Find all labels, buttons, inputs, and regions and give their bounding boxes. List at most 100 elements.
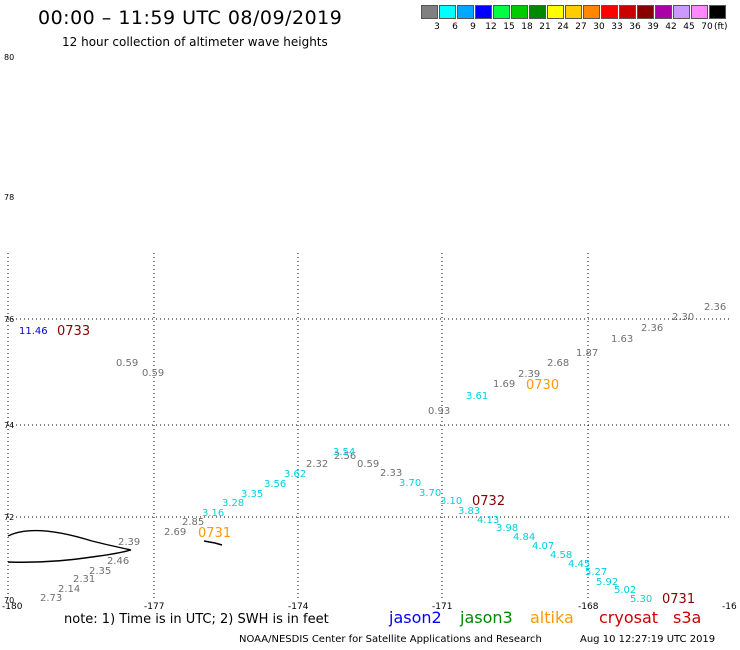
island-outline [203,540,223,546]
legend-swatch [655,5,672,19]
swh-label-gray: 2.36 [641,323,663,334]
swh-label-cyan: 3.70 [399,478,421,489]
map-title: 00:00 – 11:59 UTC 08/09/2019 [38,7,343,29]
axis-labels: 80 78 76 74 72 70-180 -177 -174 -171 -168 -16 [2,53,737,610]
legend-swatch [583,5,600,19]
legend-swatch [637,5,654,19]
swh-label-cyan: 3.61 [466,391,488,402]
swh-label-blue: 11.46 [19,326,48,337]
swh-label-cyan: 3.98 [496,523,518,534]
swh-label-gray: 0.93 [428,406,450,417]
swh-label-cyan: 3.70 [419,488,441,499]
swh-label-gray: 2.56 [334,451,356,462]
swh-label-cyan: 4.58 [550,550,572,561]
swh-label-gray: 2.39 [518,369,540,380]
swh-label-gray: 2.32 [306,459,328,470]
pass-time-label: 0731 [662,592,695,607]
swh-label-cyan: 4.84 [513,532,535,543]
legend-swatch [619,5,636,19]
legend-swatch-label: 33 [611,22,623,32]
swh-label-gray: 2.69 [164,527,186,538]
swh-label-cyan: 4.07 [532,541,554,552]
legend-swatch [511,5,528,19]
legend-swatch [421,5,438,19]
swh-label-gray: 1.63 [611,334,633,345]
legend-swatch [493,5,510,19]
swh-label-gray: 2.31 [73,574,95,585]
swh-label-cyan: 3.28 [222,498,244,509]
longitude-label: -180 [2,602,23,610]
generated-time: Aug 10 12:27:19 UTC 2019 [580,634,716,645]
swh-label-cyan: 4.45 [568,559,590,570]
swh-label-gray: 1.69 [493,379,515,390]
legend-swatch-label: 24 [557,22,569,32]
legend-swatch [475,5,492,19]
swh-label-gray: 0.59 [142,368,164,379]
wave-height-legend: 3 6 9 12 15 18 21 24 27 30 33 36 39 42 45 70 (ft) [421,5,733,35]
pass-time-label: 0732 [472,494,505,509]
legend-swatch [691,5,708,19]
swh-label-cyan: 3.56 [264,479,286,490]
latitude-label: 76 [4,315,14,324]
swh-label-gray: 2.33 [380,468,402,479]
legend-altika: altika [530,608,574,627]
legend-swatch-label: 39 [647,22,659,32]
swh-label-gray: 2.30 [672,312,694,323]
swh-label-gray: 1.87 [576,348,598,359]
legend-swatch-label: 12 [485,22,497,32]
swh-label-gray: 2.39 [118,537,140,548]
swh-label-cyan: 5.92 [596,577,618,588]
swh-label-cyan: 3.35 [241,489,263,500]
latitude-label: 72 [4,513,14,522]
legend-swatch-label: 18 [521,22,533,32]
legend-swatch [529,5,546,19]
legend-swatch [565,5,582,19]
swh-label-cyan: 3.16 [202,508,224,519]
legend-swatch-label: 42 [665,22,677,32]
swh-label-gray: 0.59 [116,358,138,369]
legend-swatch [673,5,690,19]
legend-swatch [601,5,618,19]
pass-time-label: 0731 [198,526,231,541]
swh-label-cyan: 5.30 [630,594,652,605]
legend-cryosat: cryosat [599,608,659,627]
legend-swatch [457,5,474,19]
legend-swatch-label: 6 [452,22,458,32]
longitude-label: -171 [432,602,452,610]
swh-label-cyan: 3.10 [440,496,462,507]
swh-label-gray: 2.46 [107,556,129,567]
swh-label-cyan: 4.13 [477,515,499,526]
longitude-label: -177 [144,602,164,610]
legend-swatch-label: 36 [629,22,641,32]
map-grid [7,253,732,600]
legend-swatch-label: 30 [593,22,605,32]
swh-label-cyan: 3.54 [333,447,355,458]
pass-time-label: 0730 [526,378,559,393]
legend-swatch-label: 9 [470,22,476,32]
legend-unit: (ft) [714,22,728,32]
legend-jason3: jason3 [460,608,513,627]
legend-jason2: jason2 [389,608,442,627]
longitude-label: -168 [578,602,599,610]
legend-swatch-label: 15 [503,22,515,32]
swh-label-cyan: 5.27 [585,567,607,578]
legend-swatch [547,5,564,19]
longitude-label: -16 [722,602,737,610]
legend-s3a: s3a [673,608,702,627]
map-subtitle: 12 hour collection of altimeter wave hei… [62,35,328,49]
latitude-label: 70 [4,596,14,605]
latitude-label: 78 [4,193,14,202]
coastline [7,529,132,563]
track-labels: 2.732.142.312.352.46 2.39 2.692.85 2.32 2.56… [19,302,726,607]
pass-time-label: 0733 [57,324,90,339]
swh-label-cyan: 5.02 [614,585,636,596]
swh-label-gray: 0.59 [357,459,379,470]
swh-label-gray: 2.14 [58,584,80,595]
swh-label-gray: 2.68 [547,358,569,369]
legend-swatch [439,5,456,19]
swh-label-gray: 2.73 [40,593,62,604]
swh-label-gray: 2.35 [89,566,111,577]
legend-swatch [709,5,726,19]
legend-swatch-label: 70 [701,22,713,32]
swh-label-gray: 2.85 [182,517,204,528]
